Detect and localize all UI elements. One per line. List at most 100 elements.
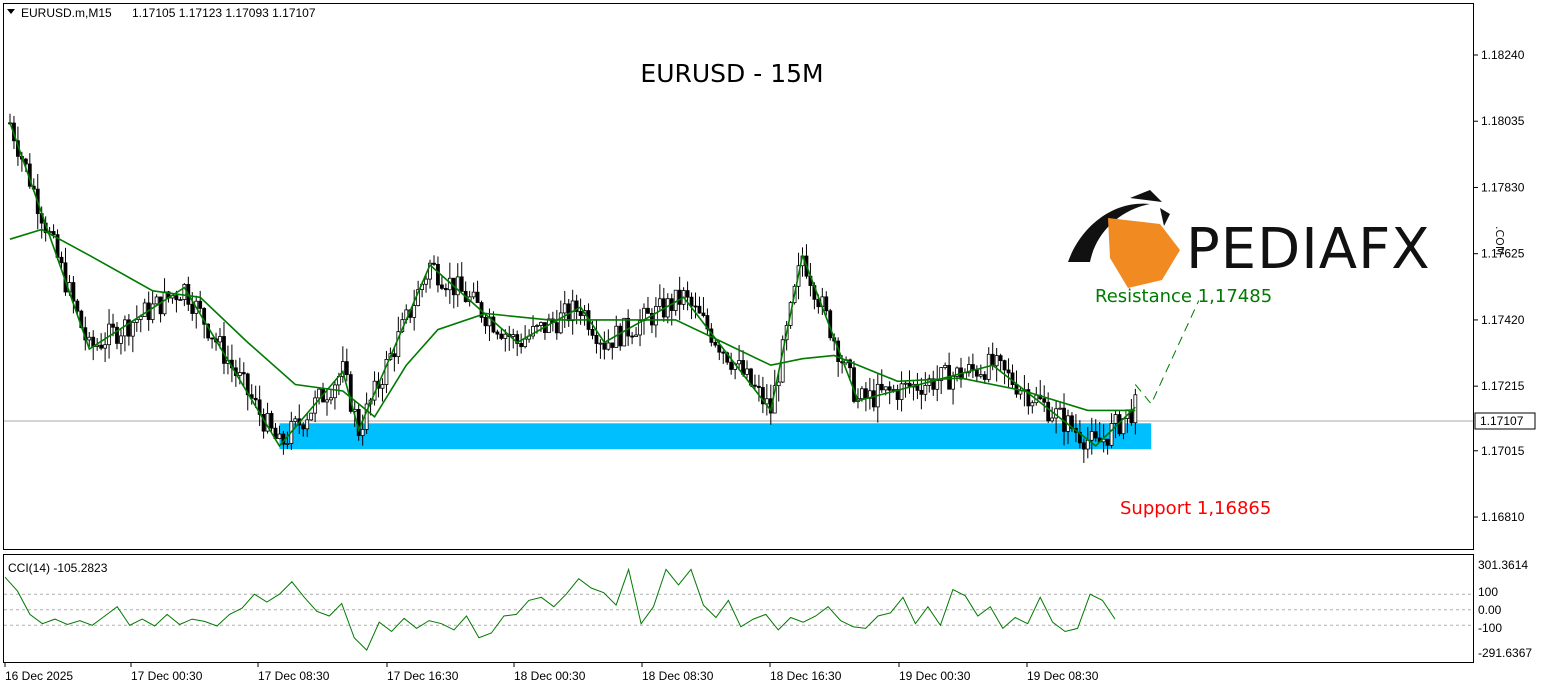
- candle-body: [436, 263, 440, 286]
- candle-body: [285, 443, 290, 445]
- candle-body: [602, 342, 607, 350]
- candle-body: [887, 386, 892, 391]
- candle-body: [729, 361, 734, 370]
- candle-body: [158, 296, 163, 315]
- candle-body: [535, 325, 539, 327]
- moving-average-line: [9, 228, 1136, 418]
- collapse-triangle-icon[interactable]: [7, 9, 15, 14]
- candle-body: [523, 338, 528, 348]
- candle-body: [103, 344, 107, 349]
- cci-tick-label: -291.6367: [1478, 646, 1532, 660]
- candle-body: [162, 291, 167, 315]
- candle-body: [107, 323, 111, 346]
- brand-text: PEDIAFX: [1186, 217, 1431, 282]
- candle-body: [598, 342, 603, 345]
- candle-body: [269, 413, 274, 429]
- candle-body: [590, 329, 595, 336]
- cci-indicator-label: CCI(14) -105.2823: [8, 561, 108, 575]
- candle-body: [519, 343, 524, 348]
- candle-body: [776, 381, 781, 387]
- candle-body: [1010, 372, 1015, 385]
- candle-body: [309, 412, 314, 421]
- candle-body: [126, 319, 131, 337]
- candle-body: [939, 367, 944, 381]
- zigzag-layer: [9, 122, 1136, 448]
- candle-body: [574, 300, 579, 312]
- support-zone: [279, 423, 1152, 450]
- cci-tick-label: -100: [1478, 621, 1502, 635]
- cci-tick-label: 100: [1478, 585, 1498, 599]
- candle-body: [396, 331, 401, 358]
- current-price-box: [1474, 412, 1536, 430]
- price-tick-label: 1.16810: [1481, 510, 1525, 524]
- candle-body: [471, 291, 476, 298]
- moving-average-layer: [9, 228, 1136, 418]
- candle-body: [432, 262, 436, 265]
- candle-body: [412, 305, 417, 318]
- chart-frames: [3, 3, 1474, 663]
- candle-body: [111, 323, 115, 328]
- time-tick-label: 19 Dec 00:30: [899, 669, 971, 683]
- candle-body: [764, 398, 769, 405]
- candle-body: [218, 336, 222, 343]
- candle-body: [685, 290, 690, 298]
- candle-body: [305, 419, 310, 430]
- candle-body: [384, 359, 389, 385]
- candle-body: [903, 382, 908, 385]
- cci-line: [4, 567, 1116, 651]
- candle-body: [428, 262, 432, 280]
- candle-body: [970, 364, 975, 370]
- ohlc-values: 1.17105 1.17123 1.17093 1.17107: [132, 6, 316, 20]
- time-tick-label: 18 Dec 00:30: [514, 669, 586, 683]
- candle-body: [879, 383, 884, 391]
- candle-body: [860, 388, 864, 400]
- candle-body: [87, 336, 92, 341]
- candle-body: [626, 317, 631, 337]
- candle-body: [923, 385, 928, 395]
- candle-body: [1042, 398, 1047, 403]
- candle-body: [1089, 431, 1094, 441]
- candle-body: [955, 367, 959, 377]
- candle-body: [689, 296, 694, 307]
- candle-body: [594, 334, 599, 344]
- candle-body: [848, 359, 852, 369]
- candle-body: [1109, 423, 1114, 446]
- candle-body: [511, 334, 516, 337]
- candle-body: [515, 334, 520, 344]
- candle-body: [634, 334, 638, 337]
- price-tick-label: 1.17830: [1481, 180, 1525, 194]
- candle-body: [1050, 417, 1055, 422]
- candle-body: [154, 296, 159, 305]
- candle-body: [1058, 407, 1062, 410]
- cci-axis: 301.3614 100 0.00 -100 -291.6367: [1478, 558, 1532, 660]
- candle-body: [198, 300, 203, 309]
- time-tick-label: 17 Dec 16:30: [387, 669, 459, 683]
- candle-body: [539, 322, 543, 326]
- candle-body: [1070, 415, 1074, 429]
- candle-body: [424, 278, 428, 285]
- price-tick-label: 1.18240: [1481, 48, 1525, 62]
- candle-body: [174, 295, 179, 301]
- cci-levels: [4, 593, 1473, 626]
- candle-body: [75, 300, 80, 312]
- symbol-label: EURUSD.m,M15: [21, 6, 112, 20]
- candle-body: [899, 383, 904, 400]
- candle-body: [1081, 442, 1086, 450]
- time-tick-label: 18 Dec 16:30: [770, 669, 842, 683]
- candle-body: [325, 399, 329, 403]
- candle-body: [495, 331, 500, 335]
- candle-body: [301, 424, 306, 430]
- zigzag-line: [9, 122, 1136, 448]
- candle-body: [697, 305, 702, 314]
- candle-body: [994, 355, 999, 367]
- candle-body: [646, 307, 650, 314]
- candle-body: [392, 353, 397, 358]
- candle-body: [237, 372, 242, 376]
- candle-body: [677, 289, 682, 305]
- candle-body: [1105, 438, 1110, 446]
- candle-body: [757, 385, 761, 388]
- candle-body: [333, 384, 337, 399]
- price-axis: 1.18240 1.18035 1.17830 1.17625 1.17420 1.172…: [1473, 48, 1525, 524]
- cci-tick-label: 0.00: [1478, 603, 1502, 617]
